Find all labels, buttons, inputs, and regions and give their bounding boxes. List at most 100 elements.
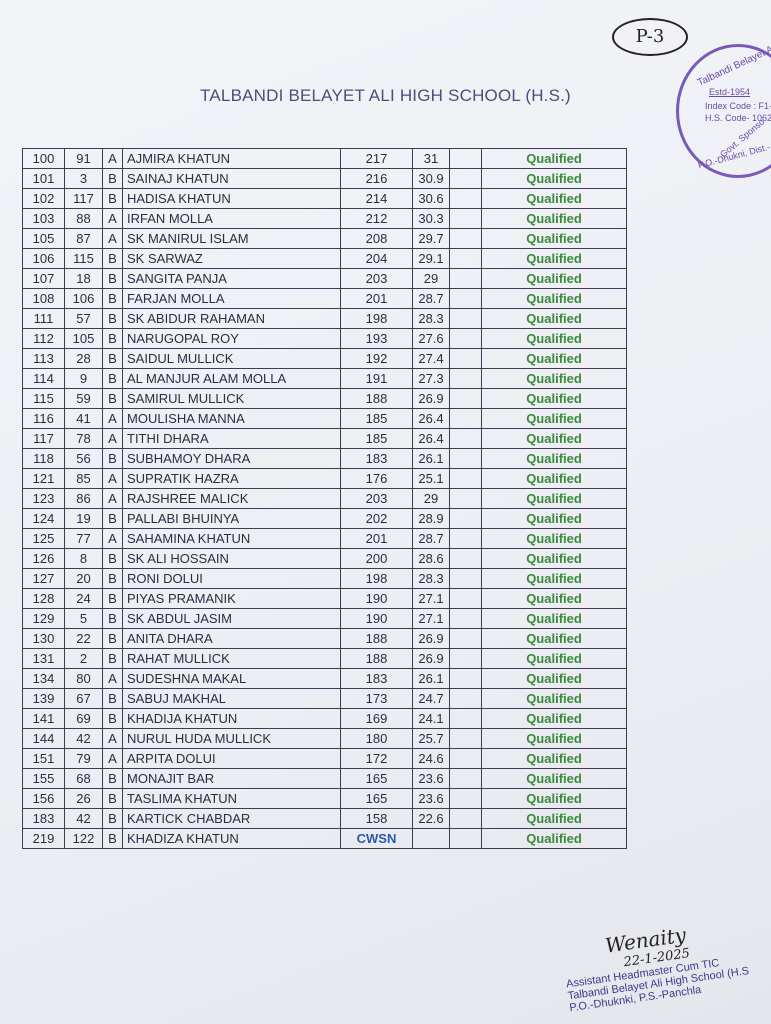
marks-cell: 165 [340, 788, 413, 809]
table-row: 219 122 B KHADIZA KHATUN CWSN Qualified [22, 828, 627, 849]
roll-cell: 18 [64, 268, 103, 289]
blank-cell [449, 528, 482, 549]
status-cell: Qualified [481, 788, 627, 809]
section-cell: B [102, 268, 123, 289]
status-cell: Qualified [481, 308, 627, 329]
status-cell: Qualified [481, 728, 627, 749]
percent-cell: 28.9 [412, 508, 450, 529]
table-row: 102 117 B HADISA KHATUN 214 30.6 Qualified [22, 188, 627, 209]
status-cell: Qualified [481, 628, 627, 649]
percent-cell: 26.4 [412, 408, 450, 429]
marks-cell: 204 [340, 248, 413, 269]
roll-cell: 8 [64, 548, 103, 569]
percent-cell: 30.9 [412, 168, 450, 189]
marks-cell: 202 [340, 508, 413, 529]
marks-cell: 165 [340, 768, 413, 789]
table-row: 127 20 B RONI DOLUI 198 28.3 Qualified [22, 568, 627, 589]
sl-cell: 101 [22, 168, 65, 189]
name-cell: AL MANJUR ALAM MOLLA [122, 368, 341, 389]
sl-cell: 127 [22, 568, 65, 589]
name-cell: SABUJ MAKHAL [122, 688, 341, 709]
name-cell: NURUL HUDA MULLICK [122, 728, 341, 749]
sl-cell: 112 [22, 328, 65, 349]
name-cell: PALLABI BHUINYA [122, 508, 341, 529]
sl-cell: 105 [22, 228, 65, 249]
stamp-text: Talbandi Belayet Ali High [695, 32, 771, 89]
marks-cell: CWSN [340, 828, 413, 849]
signature-block: Wenaity 22-1-2025 Assistant Headmaster C… [560, 911, 771, 1015]
table-row: 144 42 A NURUL HUDA MULLICK 180 25.7 Qualified [22, 728, 627, 749]
table-row: 106 115 B SK SARWAZ 204 29.1 Qualified [22, 248, 627, 269]
status-cell: Qualified [481, 348, 627, 369]
percent-cell: 24.6 [412, 748, 450, 769]
sl-cell: 111 [22, 308, 65, 329]
percent-cell: 29 [412, 488, 450, 509]
table-row: 134 80 A SUDESHNA MAKAL 183 26.1 Qualified [22, 668, 627, 689]
name-cell: SUBHAMOY DHARA [122, 448, 341, 469]
blank-cell [449, 428, 482, 449]
status-cell: Qualified [481, 168, 627, 189]
roll-cell: 3 [64, 168, 103, 189]
section-cell: B [102, 648, 123, 669]
status-cell: Qualified [481, 328, 627, 349]
status-cell: Qualified [481, 528, 627, 549]
status-cell: Qualified [481, 468, 627, 489]
section-cell: B [102, 688, 123, 709]
percent-cell: 29 [412, 268, 450, 289]
blank-cell [449, 468, 482, 489]
marks-cell: 217 [340, 148, 413, 169]
roll-cell: 67 [64, 688, 103, 709]
percent-cell: 24.7 [412, 688, 450, 709]
percent-cell: 26.9 [412, 648, 450, 669]
roll-cell: 105 [64, 328, 103, 349]
table-row: 100 91 A AJMIRA KHATUN 217 31 Qualified [22, 148, 627, 169]
name-cell: SK ABIDUR RAHAMAN [122, 308, 341, 329]
status-cell: Qualified [481, 748, 627, 769]
marks-cell: 191 [340, 368, 413, 389]
marks-cell: 176 [340, 468, 413, 489]
percent-cell: 31 [412, 148, 450, 169]
table-row: 156 26 B TASLIMA KHATUN 165 23.6 Qualified [22, 788, 627, 809]
roll-cell: 5 [64, 608, 103, 629]
status-cell: Qualified [481, 388, 627, 409]
table-row: 141 69 B KHADIJA KHATUN 169 24.1 Qualified [22, 708, 627, 729]
section-cell: B [102, 708, 123, 729]
roll-cell: 59 [64, 388, 103, 409]
name-cell: NARUGOPAL ROY [122, 328, 341, 349]
table-row: 183 42 B KARTICK CHABDAR 158 22.6 Qualified [22, 808, 627, 829]
status-cell: Qualified [481, 368, 627, 389]
stamp-text: H.S. Code- 1062 [705, 113, 771, 123]
percent-cell: 23.6 [412, 788, 450, 809]
roll-cell: 117 [64, 188, 103, 209]
section-cell: B [102, 788, 123, 809]
sl-cell: 103 [22, 208, 65, 229]
blank-cell [449, 808, 482, 829]
section-cell: B [102, 808, 123, 829]
name-cell: FARJAN MOLLA [122, 288, 341, 309]
blank-cell [449, 388, 482, 409]
section-cell: B [102, 248, 123, 269]
section-cell: B [102, 288, 123, 309]
name-cell: ARPITA DOLUI [122, 748, 341, 769]
roll-cell: 28 [64, 348, 103, 369]
sl-cell: 124 [22, 508, 65, 529]
name-cell: MONAJIT BAR [122, 768, 341, 789]
roll-cell: 9 [64, 368, 103, 389]
section-cell: A [102, 208, 123, 229]
table-row: 125 77 A SAHAMINA KHATUN 201 28.7 Qualified [22, 528, 627, 549]
blank-cell [449, 148, 482, 169]
section-cell: A [102, 668, 123, 689]
percent-cell: 28.3 [412, 568, 450, 589]
name-cell: TASLIMA KHATUN [122, 788, 341, 809]
table-row: 101 3 B SAINAJ KHATUN 216 30.9 Qualified [22, 168, 627, 189]
roll-cell: 115 [64, 248, 103, 269]
name-cell: SUDESHNA MAKAL [122, 668, 341, 689]
table-row: 155 68 B MONAJIT BAR 165 23.6 Qualified [22, 768, 627, 789]
marks-cell: 190 [340, 588, 413, 609]
name-cell: IRFAN MOLLA [122, 208, 341, 229]
marks-cell: 203 [340, 268, 413, 289]
blank-cell [449, 408, 482, 429]
sl-cell: 100 [22, 148, 65, 169]
blank-cell [449, 748, 482, 769]
